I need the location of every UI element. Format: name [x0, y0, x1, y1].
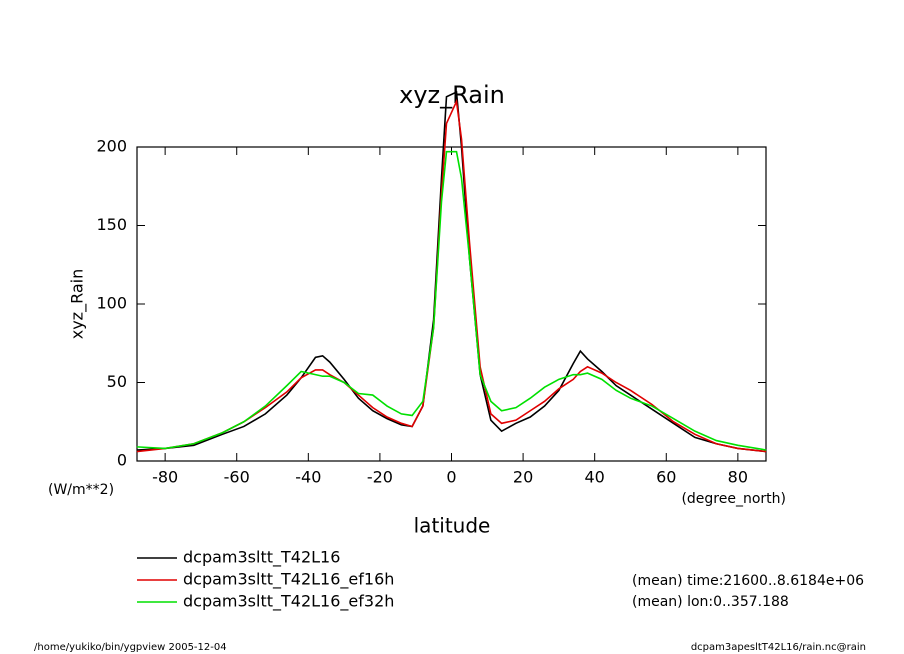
- legend-label: dcpam3sltt_T42L16_ef32h: [183, 592, 394, 612]
- x-tick-label: 60: [656, 468, 676, 487]
- y-tick-label: 50: [107, 372, 127, 391]
- series-line: [136, 98, 767, 453]
- y-tick-label: 0: [117, 451, 127, 470]
- legend-label: dcpam3sltt_T42L16_ef16h: [183, 570, 394, 590]
- plot-frame: [136, 146, 767, 462]
- x-tick-label: 40: [585, 468, 605, 487]
- x-tick-label: -60: [224, 468, 250, 487]
- y-tick-label: 100: [96, 294, 127, 313]
- x-tick-label: -20: [367, 468, 393, 487]
- footer-right: dcpam3apesltT42L16/rain.nc@rain: [691, 642, 866, 653]
- x-tick-label: -80: [152, 468, 178, 487]
- y-axis-label: xyz_Rain: [68, 269, 88, 340]
- footer-left: /home/yukiko/bin/ygpview 2005-12-04: [34, 642, 227, 653]
- series-line: [136, 90, 767, 453]
- series-line: [136, 150, 767, 451]
- x-tick-label: 0: [446, 468, 456, 487]
- x-units: (degree_north): [681, 491, 786, 507]
- annotation: (mean) lon:0..357.188: [632, 594, 789, 610]
- y-units: (W/m**2): [48, 482, 114, 498]
- x-tick-label: 80: [728, 468, 748, 487]
- legend-label: dcpam3sltt_T42L16: [183, 548, 340, 568]
- x-axis-label: latitude: [414, 514, 491, 538]
- x-tick-label: 20: [513, 468, 533, 487]
- y-tick-label: 150: [96, 215, 127, 234]
- x-tick-label: -40: [295, 468, 321, 487]
- annotation: (mean) time:21600..8.6184e+06: [632, 573, 864, 589]
- y-tick-label: 200: [96, 137, 127, 156]
